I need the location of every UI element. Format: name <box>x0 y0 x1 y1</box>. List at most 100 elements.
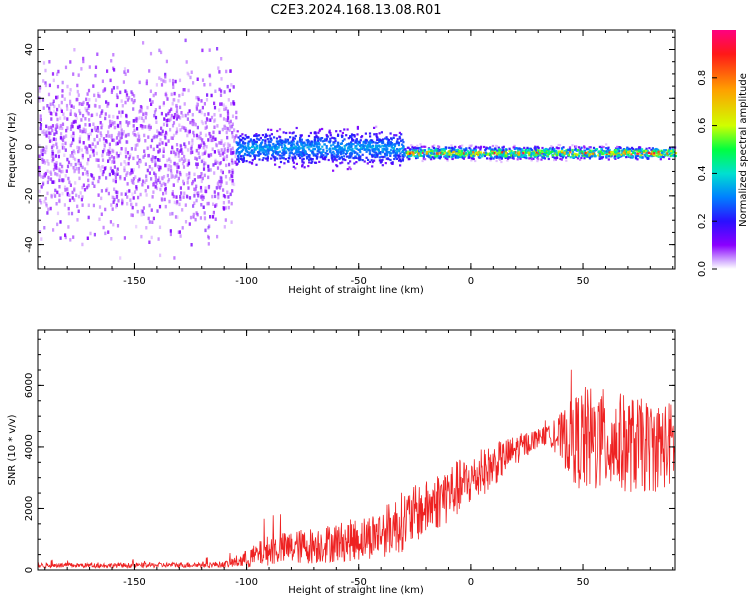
spectrogram-cell <box>58 185 61 189</box>
spectrogram-cell <box>329 134 332 137</box>
spectrogram-cell <box>495 156 498 159</box>
spectrogram-cell <box>551 150 554 153</box>
spectrogram-cell <box>651 155 654 158</box>
spectrogram-cell <box>171 78 175 83</box>
spectrogram-cell <box>68 193 71 197</box>
spectrogram-cell <box>295 142 298 145</box>
spectrogram-cell <box>545 152 548 155</box>
spectrogram-cell <box>621 149 624 152</box>
spectrogram-cell <box>126 182 129 186</box>
spectrogram-cell <box>334 157 337 160</box>
spectrogram-cell <box>108 156 111 161</box>
spectrogram-cell <box>313 143 316 146</box>
spectrogram-cell <box>221 170 224 175</box>
spectrogram-cell <box>84 117 87 121</box>
spectrogram-cell <box>127 156 130 161</box>
colorbar-tick-label: 0.8 <box>697 70 708 86</box>
spectrogram-cell <box>513 151 516 154</box>
spectrogram-cell <box>251 149 254 152</box>
spectrogram-cell <box>412 147 415 150</box>
spectrogram-cell <box>588 154 591 157</box>
spectrogram-cell <box>467 153 470 156</box>
spectrogram-cell <box>253 140 256 143</box>
spectrogram-cell <box>85 150 88 154</box>
spectrogram-cell <box>176 113 179 117</box>
spectrogram-cell <box>219 183 223 188</box>
spectrogram-cell <box>405 151 408 154</box>
spectrogram-cell <box>148 240 151 244</box>
spectrogram-cell <box>158 76 161 80</box>
spectrogram-cell <box>63 185 67 189</box>
spectrogram-cell <box>643 151 646 154</box>
spectrogram-cell <box>142 212 145 216</box>
spectrogram-cell <box>220 77 223 81</box>
spectrogram-cell <box>325 133 328 137</box>
spectrogram-cell <box>378 151 381 154</box>
spectrogram-cell <box>175 129 179 134</box>
spectrogram-cell <box>547 151 550 154</box>
spectrogram-cell <box>297 148 300 151</box>
spectrogram-cell <box>250 145 254 149</box>
spectrogram-cell <box>290 152 294 155</box>
spectrogram-cell <box>255 145 259 149</box>
spectrogram-cell <box>283 162 286 165</box>
spectrogram-cell <box>214 89 217 93</box>
spectrogram-cell <box>48 83 51 88</box>
spectrogram-cell <box>323 143 326 146</box>
spectrogram-cell <box>81 165 84 170</box>
spectrogram-cell <box>121 198 124 203</box>
spectrogram-cell <box>381 140 385 143</box>
spectrogram-cell <box>131 205 134 210</box>
x-tick-label: 0 <box>468 276 474 287</box>
figure-title: C2E3.2024.168.13.08.R01 <box>270 3 441 18</box>
spectrogram-cell <box>191 138 194 143</box>
spectrogram-cell <box>626 147 629 150</box>
spectrogram-cell <box>229 124 232 129</box>
spectrogram-cell <box>231 114 235 118</box>
spectrogram-cell <box>307 140 310 143</box>
spectrogram-cell <box>97 179 100 184</box>
spectrogram-cell <box>48 60 51 64</box>
spectrogram-cell <box>82 113 85 118</box>
spectrogram-cell <box>617 147 620 150</box>
spectrogram-cell <box>584 151 587 155</box>
spectrogram-cell <box>238 152 241 155</box>
spectrogram-cell <box>177 230 180 234</box>
spectrogram-cell <box>61 80 64 85</box>
spectrogram-cell <box>565 149 568 152</box>
spectrogram-cell <box>432 146 435 150</box>
spectrogram-cell <box>203 211 206 215</box>
spectrogram-cell <box>257 154 260 157</box>
spectrogram-cell <box>94 65 98 69</box>
spectrogram-cell <box>230 83 233 87</box>
spectrogram-cell <box>456 156 459 159</box>
spectrogram-cell <box>340 142 343 145</box>
spectrogram-cell <box>218 87 221 92</box>
spectrogram-cell <box>618 146 622 149</box>
spectrogram-cell <box>461 152 464 155</box>
spectrogram-cell <box>128 96 131 100</box>
spectrogram-cell <box>386 142 389 145</box>
spectrogram-cell <box>239 157 242 160</box>
spectrogram-cell <box>229 192 232 197</box>
spectrogram-cell <box>421 154 424 157</box>
spectrogram-cell <box>220 169 223 173</box>
spectrogram-cell <box>536 160 539 163</box>
spectrogram-cell <box>175 104 178 108</box>
spectrogram-cell <box>132 124 135 128</box>
spectrogram-cell <box>237 160 241 163</box>
spectrogram-cell <box>218 186 222 190</box>
spectrogram-cell <box>435 154 438 157</box>
spectrogram-cell <box>142 206 145 210</box>
spectrogram-cell <box>112 178 115 183</box>
spectrogram-cell <box>584 154 587 158</box>
spectrogram-cell <box>599 150 602 153</box>
spectrogram-cell <box>275 150 278 153</box>
spectrogram-cell <box>605 150 608 153</box>
spectrogram-cell <box>213 118 217 122</box>
spectrogram-cell <box>225 181 228 185</box>
spectrogram-cell <box>141 209 144 214</box>
spectrogram-cell <box>138 80 141 85</box>
spectrogram-cell <box>155 83 158 87</box>
spectrogram-cell <box>50 154 53 159</box>
